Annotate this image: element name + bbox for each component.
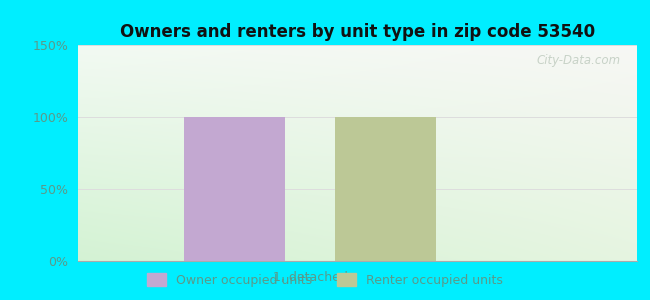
Text: City-Data.com: City-Data.com xyxy=(536,54,620,67)
Bar xyxy=(335,117,436,261)
Title: Owners and renters by unit type in zip code 53540: Owners and renters by unit type in zip c… xyxy=(120,23,595,41)
Bar xyxy=(184,117,285,261)
Legend: Owner occupied units, Renter occupied units: Owner occupied units, Renter occupied un… xyxy=(144,270,506,291)
